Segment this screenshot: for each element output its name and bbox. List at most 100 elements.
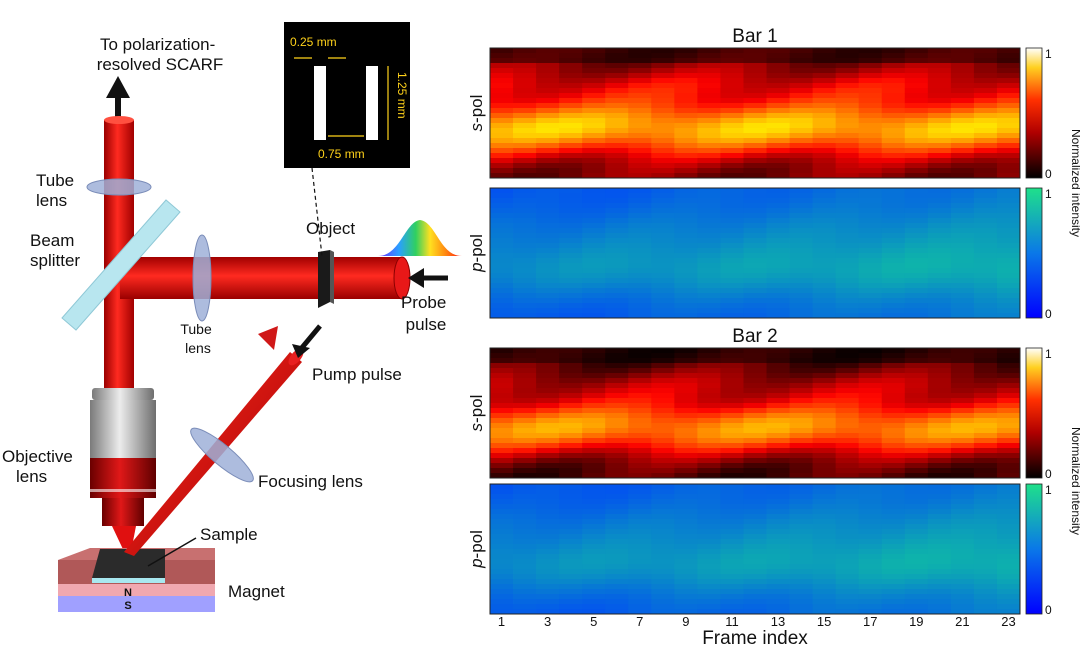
heatmap-cell [789,393,814,399]
heatmap-cell [789,549,814,555]
heatmap-cell [513,133,537,139]
heatmap-cell [490,524,514,530]
heatmap-cell [973,213,998,219]
heatmap-cell [766,113,790,119]
heatmap-cell [858,253,883,259]
heatmap-cell [651,268,675,274]
heatmap-cell [490,78,514,84]
heatmap-cell [513,373,537,379]
heatmap-cell [605,243,629,249]
heatmap-cell [490,98,514,104]
heatmap-cell [789,113,814,119]
heatmap-cell [628,218,652,224]
heatmap-cell [812,564,837,570]
heatmap-cell [582,539,606,545]
heatmap-cell [490,408,514,414]
heatmap-cell [628,58,652,64]
heatmap-cell [950,433,975,439]
heatmap-cell [720,243,744,249]
heatmap-cell [651,609,675,615]
heatmap-cell [950,544,975,550]
heatmap-cell [628,393,652,399]
heatmap-cell [559,53,583,59]
heatmap-cell [559,484,583,490]
heatmap-cell [651,223,675,229]
heatmap-cell [927,313,952,319]
heatmap-cell [720,398,744,404]
heatmap-cell [812,73,837,79]
heatmap-cell [835,504,860,510]
heatmap-cell [743,378,767,384]
heatmap-cell [674,584,698,590]
heatmap-cell [582,213,606,219]
heatmap-cell [490,448,514,454]
heatmap-cell [720,423,744,429]
heatmap-cell [973,258,998,264]
heatmap-cell [743,213,767,219]
heatmap-cell [513,463,537,469]
heatmap-cell [513,253,537,259]
heatmap-cell [536,303,560,309]
heatmap-cell [628,258,652,264]
heatmap-cell [812,243,837,249]
heatmap-cell [559,48,583,54]
heatmap-cell [927,48,952,54]
heatmap-cell [582,153,606,159]
heatmap-cell [605,564,629,570]
heatmap-cell [536,358,560,364]
heatmap-cell [904,534,929,540]
heatmap-cell [490,403,514,409]
heatmap-cell [720,499,744,505]
heatmap-cell [674,153,698,159]
heatmap-cell [513,188,537,194]
heatmap-cell [720,188,744,194]
heatmap-cell [582,594,606,600]
heatmap-cell [743,218,767,224]
heatmap-cell [651,158,675,164]
heatmap-cell [835,569,860,575]
heatmap-cell [697,188,721,194]
heatmap-cell [858,93,883,99]
heatmap-cell [582,303,606,309]
heatmap-cell [950,584,975,590]
heatmap-cell [858,193,883,199]
heatmap-cell [950,128,975,134]
heatmap-cell [697,68,721,74]
heatmap-cell [513,83,537,89]
heatmap-cell [651,458,675,464]
heatmap-cell [605,68,629,74]
heatmap-cell [789,153,814,159]
heatmap-cell [490,73,514,79]
heatmap-cell [766,253,790,259]
heatmap-cell [881,539,906,545]
heatmap-cell [950,494,975,500]
heatmap-cell [651,213,675,219]
heatmap-cell [582,554,606,560]
heatmap-cell [996,353,1021,359]
heatmap-cell [536,509,560,515]
heatmap-cell [674,458,698,464]
heatmap-cell [513,118,537,124]
heatmap-cell [904,113,929,119]
heatmap-cell [789,208,814,214]
heatmap-cell [628,468,652,474]
heatmap-cell [904,238,929,244]
heatmap-cell [950,594,975,600]
heatmap-cell [490,489,514,495]
heatmap-cell [973,123,998,129]
heatmap-cell [996,383,1021,389]
heatmap-cell [605,58,629,64]
heatmap-cell [697,408,721,414]
heatmap-cell [927,98,952,104]
heatmap-cell [720,198,744,204]
heatmap-cell [490,308,514,314]
heatmap-cell [927,549,952,555]
heatmap-cell [858,298,883,304]
heatmap-cell [490,534,514,540]
heatmap-cell [881,203,906,209]
heatmap-cell [812,494,837,500]
heatmap-cell [766,468,790,474]
heatmap-cell [674,509,698,515]
heatmap-cell [743,308,767,314]
heatmap-cell [904,293,929,299]
